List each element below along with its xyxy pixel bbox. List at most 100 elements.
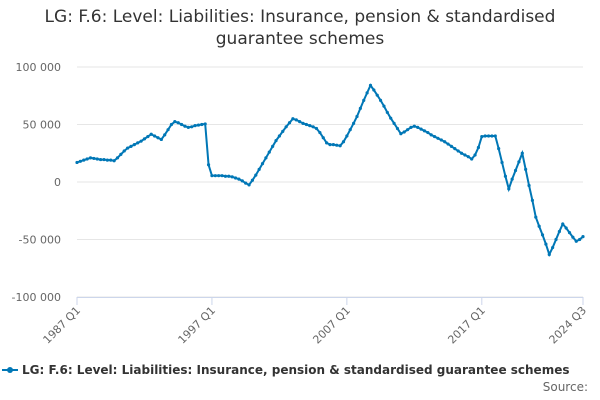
data-point[interactable] xyxy=(486,134,491,138)
data-point[interactable] xyxy=(449,144,454,148)
data-point[interactable] xyxy=(203,122,207,126)
data-point[interactable] xyxy=(254,173,258,177)
data-point[interactable] xyxy=(267,150,271,154)
data-point[interactable] xyxy=(358,106,362,110)
data-point[interactable] xyxy=(287,121,292,125)
data-point[interactable] xyxy=(105,158,109,162)
data-point[interactable] xyxy=(443,140,447,144)
data-point[interactable] xyxy=(196,123,201,127)
data-point[interactable] xyxy=(156,136,160,140)
data-point[interactable] xyxy=(328,143,332,147)
data-point[interactable] xyxy=(179,122,184,127)
data-point[interactable] xyxy=(480,134,484,139)
data-point[interactable] xyxy=(561,222,565,226)
data-point[interactable] xyxy=(547,252,551,257)
data-point[interactable] xyxy=(227,174,231,178)
data-point[interactable] xyxy=(470,157,474,161)
data-point[interactable] xyxy=(416,125,420,129)
data-point[interactable] xyxy=(419,127,423,131)
data-point[interactable] xyxy=(223,174,228,178)
series-line[interactable] xyxy=(76,83,584,258)
data-point[interactable] xyxy=(399,132,403,136)
data-point[interactable] xyxy=(402,130,406,134)
data-point[interactable] xyxy=(436,136,440,140)
data-point[interactable] xyxy=(453,147,457,151)
data-point[interactable] xyxy=(348,128,352,132)
data-point[interactable] xyxy=(372,88,376,92)
data-point[interactable] xyxy=(365,91,369,95)
data-point[interactable] xyxy=(186,125,190,129)
data-point[interactable] xyxy=(507,187,511,191)
data-point[interactable] xyxy=(493,134,497,138)
data-point[interactable] xyxy=(345,134,349,138)
data-point[interactable] xyxy=(557,229,561,234)
data-point[interactable] xyxy=(176,121,180,125)
data-point[interactable] xyxy=(146,134,150,139)
data-point[interactable] xyxy=(99,157,103,162)
data-point[interactable] xyxy=(183,124,187,128)
data-point[interactable] xyxy=(129,144,133,148)
data-point[interactable] xyxy=(169,122,174,127)
data-point[interactable] xyxy=(527,183,531,188)
data-point[interactable] xyxy=(311,125,315,129)
data-point[interactable] xyxy=(432,134,437,139)
data-point[interactable] xyxy=(102,157,106,162)
data-point[interactable] xyxy=(524,167,528,171)
data-point[interactable] xyxy=(78,159,82,163)
data-point[interactable] xyxy=(534,215,538,219)
data-point[interactable] xyxy=(139,139,143,143)
data-point[interactable] xyxy=(210,174,214,178)
data-point[interactable] xyxy=(92,156,96,161)
data-point[interactable] xyxy=(220,174,224,178)
data-point[interactable] xyxy=(325,141,329,145)
data-point[interactable] xyxy=(82,158,86,162)
data-point[interactable] xyxy=(554,237,558,242)
data-point[interactable] xyxy=(159,137,163,142)
data-point[interactable] xyxy=(274,139,278,143)
data-point[interactable] xyxy=(109,158,113,162)
data-point[interactable] xyxy=(510,177,514,181)
data-point[interactable] xyxy=(244,181,248,185)
data-point[interactable] xyxy=(166,128,170,132)
data-point[interactable] xyxy=(375,93,379,97)
data-point[interactable] xyxy=(112,159,116,163)
data-point[interactable] xyxy=(149,132,153,136)
data-point[interactable] xyxy=(190,125,194,129)
data-point[interactable] xyxy=(240,179,244,183)
data-point[interactable] xyxy=(422,129,427,133)
data-point[interactable] xyxy=(395,126,400,131)
data-point[interactable] xyxy=(473,153,477,157)
data-point[interactable] xyxy=(540,233,545,237)
data-point[interactable] xyxy=(163,133,167,137)
data-point[interactable] xyxy=(567,231,572,235)
data-point[interactable] xyxy=(574,239,578,243)
data-point[interactable] xyxy=(463,153,467,157)
data-point[interactable] xyxy=(517,160,521,164)
data-point[interactable] xyxy=(277,134,281,138)
data-point[interactable] xyxy=(142,137,147,141)
data-point[interactable] xyxy=(362,98,366,102)
data-point[interactable] xyxy=(119,152,123,156)
data-point[interactable] xyxy=(318,130,322,135)
data-point[interactable] xyxy=(551,245,555,250)
data-point[interactable] xyxy=(405,128,410,132)
data-point[interactable] xyxy=(439,138,443,142)
data-point[interactable] xyxy=(173,120,177,124)
data-point[interactable] xyxy=(115,156,120,160)
data-point[interactable] xyxy=(513,168,518,173)
data-point[interactable] xyxy=(426,130,430,135)
data-point[interactable] xyxy=(389,116,393,120)
data-point[interactable] xyxy=(368,83,373,87)
data-point[interactable] xyxy=(88,156,93,160)
data-point[interactable] xyxy=(304,122,308,127)
data-point[interactable] xyxy=(152,134,157,138)
data-point[interactable] xyxy=(321,136,325,140)
data-point[interactable] xyxy=(503,174,508,178)
data-point[interactable] xyxy=(476,145,481,150)
data-point[interactable] xyxy=(459,151,464,155)
data-point[interactable] xyxy=(314,126,319,131)
data-point[interactable] xyxy=(446,142,450,146)
data-point[interactable] xyxy=(294,118,298,122)
data-point[interactable] xyxy=(132,143,136,147)
data-point[interactable] xyxy=(497,147,501,151)
